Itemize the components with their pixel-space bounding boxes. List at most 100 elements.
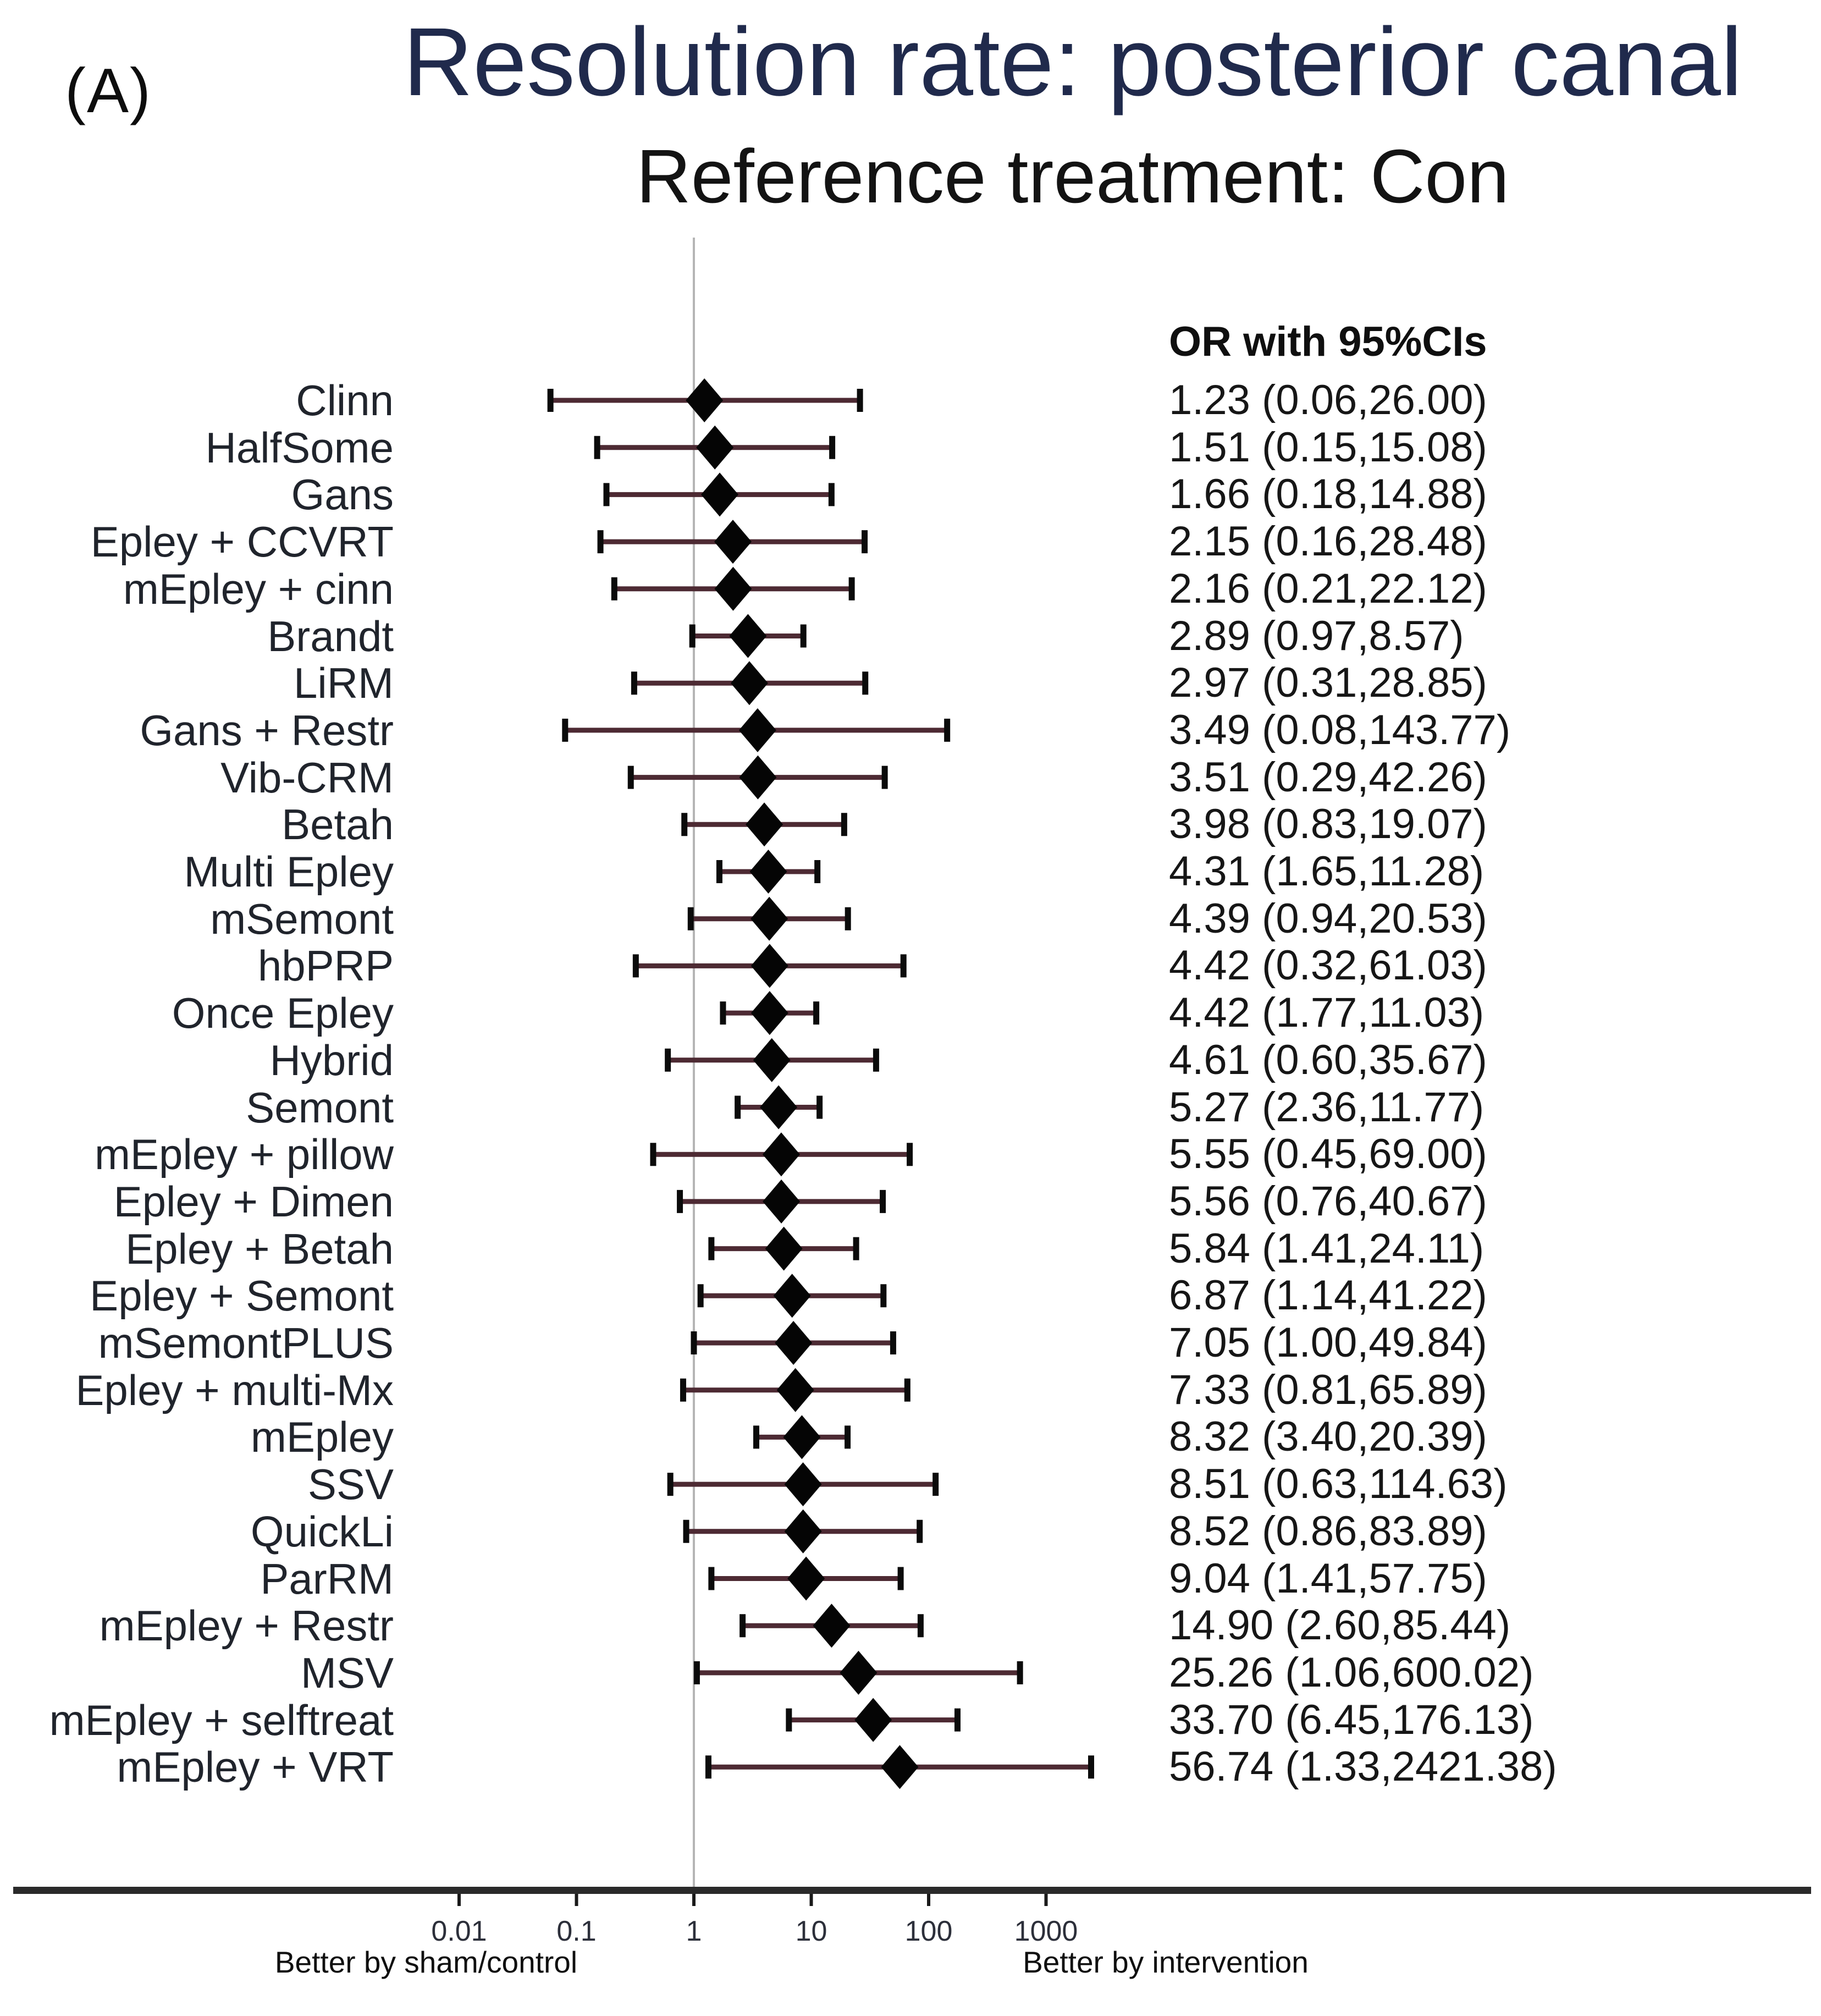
- or-diamond: [746, 802, 783, 847]
- or-ci-value: 2.15 (0.16,28.48): [1169, 518, 1487, 565]
- treatment-label: LiRM: [293, 659, 394, 708]
- or-ci-value: 3.98 (0.83,19.07): [1169, 801, 1487, 848]
- treatment-label: Semont: [246, 1083, 394, 1132]
- or-ci-value: 9.04 (1.41,57.75): [1169, 1555, 1487, 1602]
- or-ci-value: 4.61 (0.60,35.67): [1169, 1036, 1487, 1083]
- treatment-label: HalfSome: [205, 423, 394, 472]
- treatment-label: ParRM: [260, 1554, 394, 1603]
- or-column-header: OR with 95%CIs: [1169, 318, 1487, 365]
- treatment-label: Betah: [282, 800, 394, 849]
- or-diamond: [686, 378, 724, 422]
- treatment-label: QuickLi: [250, 1507, 394, 1556]
- or-ci-value: 4.42 (0.32,61.03): [1169, 942, 1487, 989]
- or-ci-value: 33.70 (6.45,176.13): [1169, 1696, 1534, 1743]
- treatment-label: Epley + multi-Mx: [75, 1365, 394, 1414]
- treatment-label: Multi Epley: [184, 847, 394, 896]
- or-ci-value: 3.51 (0.29,42.26): [1169, 753, 1487, 801]
- or-diamond: [881, 1745, 919, 1789]
- or-ci-value: 4.39 (0.94,20.53): [1169, 895, 1487, 942]
- treatment-label: mEpley: [250, 1413, 394, 1462]
- or-diamond: [773, 1274, 811, 1318]
- or-ci-value: 25.26 (1.06,600.02): [1169, 1649, 1534, 1696]
- or-ci-value: 3.49 (0.08,143.77): [1169, 706, 1511, 753]
- treatment-label: mSemontPLUS: [98, 1319, 394, 1367]
- axis-direction-label-right: Better by intervention: [1023, 1945, 1309, 1979]
- x-axis-tick-mark: [1044, 1894, 1048, 1906]
- or-ci-value: 1.66 (0.18,14.88): [1169, 471, 1487, 518]
- or-diamond: [763, 1179, 801, 1224]
- treatment-label: mEpley + cinn: [123, 564, 394, 613]
- x-axis-tick-mark: [575, 1894, 578, 1906]
- or-diamond: [765, 1226, 803, 1271]
- x-axis-tick-label: 1: [686, 1915, 702, 1947]
- treatment-label: Once Epley: [172, 989, 394, 1038]
- x-axis-tick-mark: [809, 1894, 813, 1906]
- or-diamond: [751, 896, 788, 941]
- or-ci-value: 2.16 (0.21,22.12): [1169, 565, 1487, 612]
- or-ci-value: 8.32 (3.40,20.39): [1169, 1413, 1487, 1461]
- or-diamond: [787, 1556, 825, 1601]
- treatment-label: mEpley + VRT: [117, 1743, 394, 1792]
- x-axis-tick-label: 100: [904, 1915, 953, 1947]
- or-ci-value: 7.33 (0.81,65.89): [1169, 1366, 1487, 1413]
- or-ci-value: 5.55 (0.45,69.00): [1169, 1131, 1487, 1178]
- x-axis-line: [13, 1887, 1811, 1894]
- or-diamond: [729, 614, 767, 658]
- treatment-label: Gans: [291, 470, 394, 519]
- x-axis-tick-mark: [927, 1894, 930, 1906]
- treatment-label: Epley + Dimen: [113, 1177, 394, 1226]
- treatment-label: SSV: [307, 1460, 394, 1509]
- treatment-label: Epley + CCVRT: [90, 517, 394, 566]
- or-ci-value: 8.52 (0.86,83.89): [1169, 1507, 1487, 1555]
- or-ci-value: 8.51 (0.63,114.63): [1169, 1461, 1508, 1508]
- treatment-label: mEpley + Restr: [99, 1601, 394, 1650]
- or-ci-value: 2.89 (0.97,8.57): [1169, 612, 1464, 659]
- x-axis-tick-mark: [457, 1894, 461, 1906]
- treatment-label: Epley + Semont: [90, 1271, 394, 1320]
- treatment-label: hbPRP: [257, 941, 394, 990]
- or-diamond: [760, 1085, 798, 1130]
- or-diamond: [700, 472, 738, 517]
- x-axis-tick-label: 10: [795, 1915, 827, 1947]
- or-ci-value: 4.31 (1.65,11.28): [1169, 848, 1485, 895]
- or-diamond: [730, 661, 768, 706]
- treatment-label: Gans + Restr: [140, 706, 394, 754]
- treatment-label: Clinn: [296, 376, 394, 425]
- or-diamond: [751, 991, 788, 1035]
- chart-subtitle: Reference treatment: Con: [636, 134, 1509, 219]
- axis-direction-label-left: Better by sham/control: [274, 1945, 578, 1979]
- or-diamond: [696, 425, 734, 470]
- treatment-label: mSemont: [210, 894, 394, 943]
- or-diamond: [840, 1650, 878, 1695]
- or-diamond: [784, 1462, 822, 1507]
- or-ci-value: 5.84 (1.41,24.11): [1169, 1225, 1485, 1272]
- or-diamond: [783, 1415, 821, 1459]
- x-axis-tick-label: 0.01: [431, 1915, 487, 1947]
- treatment-label: Hybrid: [269, 1035, 394, 1084]
- or-diamond: [714, 520, 752, 564]
- or-diamond: [738, 708, 776, 752]
- or-ci-value: 7.05 (1.00,49.84): [1169, 1319, 1487, 1366]
- or-ci-value: 6.87 (1.14,41.22): [1169, 1272, 1487, 1319]
- or-ci-value: 5.27 (2.36,11.77): [1169, 1083, 1485, 1131]
- treatment-label: Vib-CRM: [220, 753, 394, 802]
- or-diamond: [762, 1132, 800, 1177]
- or-ci-value: 4.42 (1.77,11.03): [1169, 989, 1485, 1037]
- or-ci-value: 5.56 (0.76,40.67): [1169, 1177, 1487, 1225]
- or-diamond: [714, 566, 752, 611]
- treatment-label: mEpley + selftreat: [49, 1695, 394, 1744]
- chart-title: Resolution rate: posterior canal: [403, 8, 1742, 116]
- x-axis-tick-mark: [692, 1894, 696, 1906]
- treatment-label: Epley + Betah: [125, 1224, 394, 1273]
- or-ci-value: 14.90 (2.60,85.44): [1169, 1602, 1511, 1649]
- or-diamond: [751, 944, 788, 988]
- or-ci-value: 2.97 (0.31,28.85): [1169, 659, 1487, 707]
- or-diamond: [776, 1368, 814, 1412]
- treatment-label: mEpley + pillow: [94, 1130, 394, 1179]
- or-diamond: [753, 1038, 791, 1082]
- treatment-label: Brandt: [267, 612, 394, 660]
- treatment-label: MSV: [300, 1648, 394, 1697]
- x-axis-tick-label: 0.1: [556, 1915, 597, 1947]
